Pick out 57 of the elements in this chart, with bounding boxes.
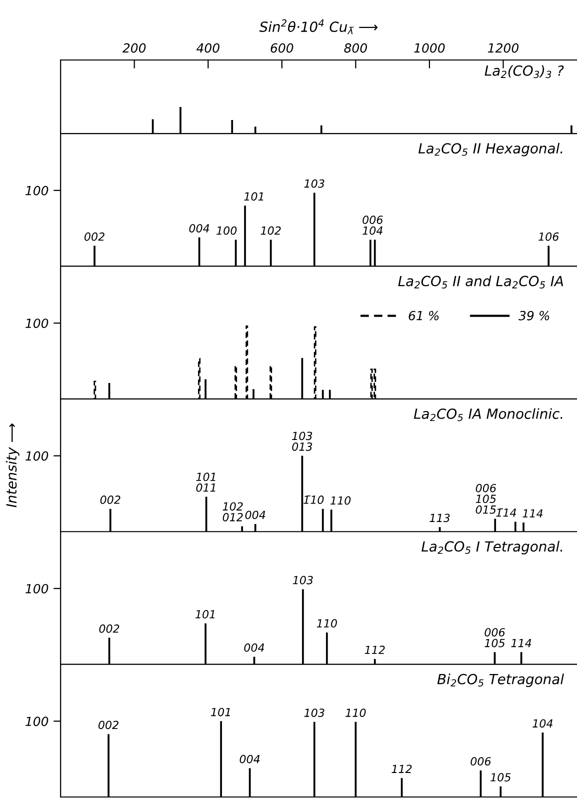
annotation: 006 <box>470 757 491 766</box>
chart-title: La$_{2}$CO$_{5}$ II and La$_{2}$CO$_{5}$ IA <box>398 276 564 288</box>
x-tick-label: 1000 <box>414 43 445 53</box>
y-axis-title: Intensity ⟶ <box>6 424 20 508</box>
x-tick-label: 1200 <box>488 43 519 53</box>
annotation: 101 <box>210 708 230 716</box>
annotation: 104 <box>532 719 553 728</box>
annotation: 110 <box>316 619 337 628</box>
annotation: 004 <box>240 754 260 764</box>
annotation: 004 <box>189 224 210 232</box>
annotation: 105 <box>490 773 511 782</box>
annotation: 1̄10 <box>304 496 324 504</box>
y-tick-label: 100 <box>26 716 48 726</box>
annotation: 114 <box>511 638 532 648</box>
chart-title: La$_{2}$(CO$_{3}$)$_{3}$ ? <box>484 65 564 78</box>
x-tick-label: 600 <box>270 43 294 53</box>
y-tick-label: 100 <box>26 186 48 196</box>
annotation: 112 <box>392 764 412 773</box>
text: La$_{2}$CO$_{5}$ IA Monoclinic. <box>414 408 562 422</box>
y-tick-label: 100 <box>26 584 48 594</box>
legend-label: 61 % <box>408 310 439 320</box>
annotation: 002 <box>99 624 120 633</box>
annotation: 004 <box>245 510 266 520</box>
annotation: 113 <box>430 514 450 522</box>
annotation: 110 <box>346 708 366 718</box>
annotation: 110 <box>330 496 351 505</box>
annotation: 103 <box>304 179 324 188</box>
annotation: 102 012 <box>222 502 243 522</box>
annotation: 002 <box>100 496 120 504</box>
text: La$_{2}$CO$_{5}$ II Hexagonal. <box>418 142 562 156</box>
annotation: 006 105 <box>484 628 505 648</box>
x-tick-label: 400 <box>196 43 220 53</box>
annotation: 100 <box>216 226 237 235</box>
annotation: 002 <box>98 720 118 730</box>
x-axis-title: Sin$^{2}$θ·10$^{4}$ Cu$_{λ̄}$ ⟶ <box>259 19 378 34</box>
annotation: 101 <box>244 192 264 201</box>
x-tick-label: 800 <box>344 43 367 53</box>
annotation: 106 <box>538 232 559 241</box>
annotation: 103 <box>304 708 324 718</box>
annotation: 002 <box>84 232 104 241</box>
x-tick-label: 200 <box>122 43 146 53</box>
annotation: 102 <box>260 226 281 235</box>
annotation: 112 <box>364 646 385 654</box>
annotation: 1̄14 <box>496 508 516 517</box>
y-tick-label: 100 <box>26 318 48 328</box>
annotation: 101 <box>195 610 214 618</box>
annotation: 114 <box>522 509 543 518</box>
annotation: 004 <box>244 643 264 652</box>
text: Bi$_{2}$CO$_{5}$ Tetragonal <box>437 674 564 688</box>
legend-label: 39 % <box>518 310 550 320</box>
y-tick-label: 100 <box>26 451 48 461</box>
annotation: 006 105 015 <box>476 484 496 514</box>
annotation: 103 013 <box>292 432 312 451</box>
annotation: 101 011 <box>196 472 216 492</box>
annotation: 103 <box>292 576 313 584</box>
text: La$_{2}$CO$_{5}$ I Tetragonal. <box>422 540 562 554</box>
annotation: 006 104 <box>362 216 383 235</box>
